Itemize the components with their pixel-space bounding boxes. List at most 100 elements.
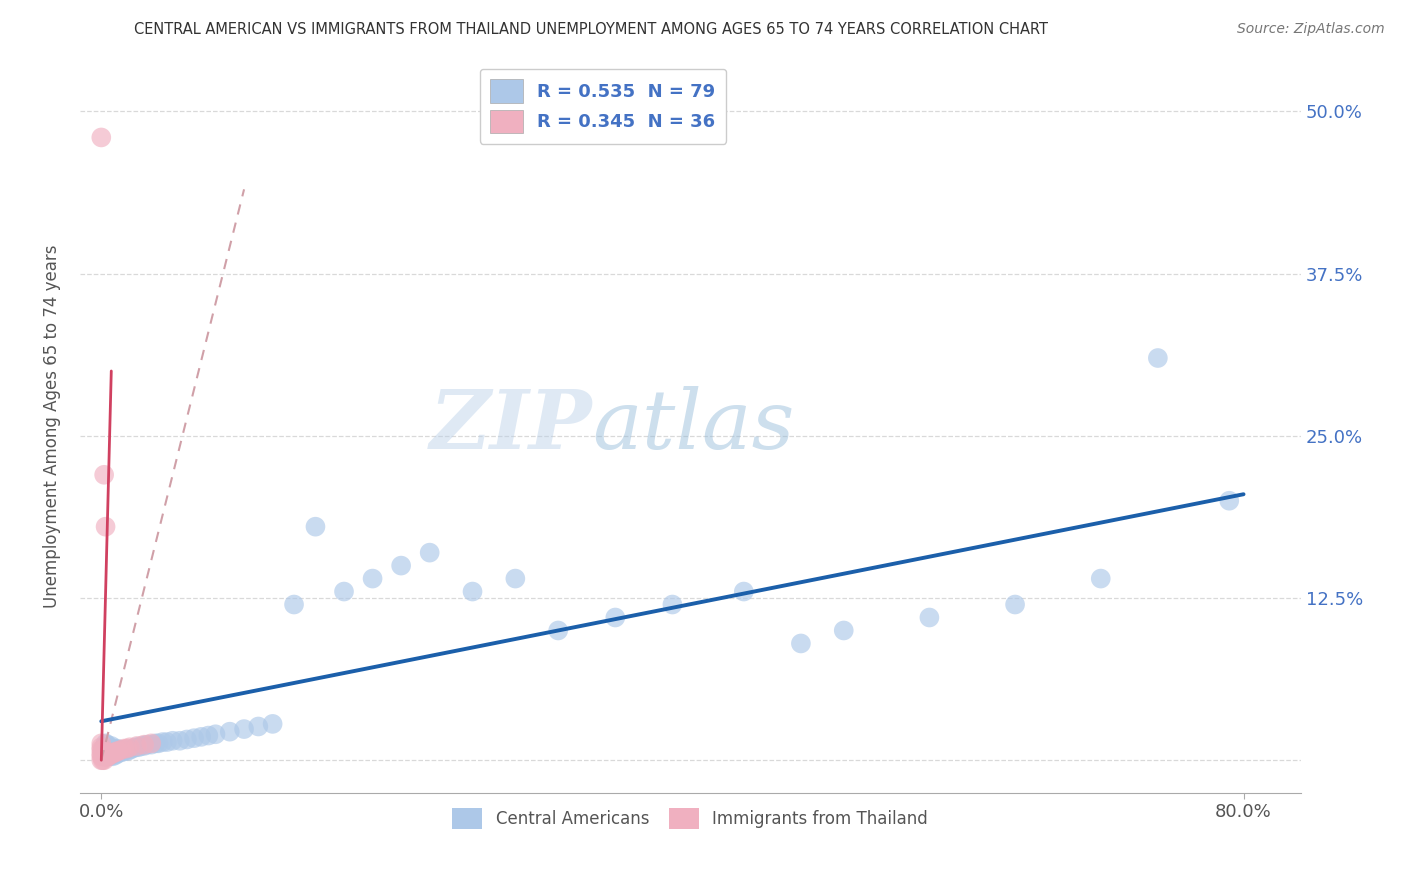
Point	[419, 546, 441, 560]
Point	[93, 753, 115, 767]
Point	[283, 598, 305, 612]
Point	[98, 749, 121, 764]
Point	[96, 738, 118, 752]
Text: ZIP: ZIP	[430, 386, 592, 467]
Point	[97, 747, 120, 761]
Point	[90, 753, 112, 767]
Point	[93, 467, 115, 482]
Point	[101, 744, 124, 758]
Point	[93, 747, 115, 761]
Point	[233, 722, 256, 736]
Point	[112, 744, 135, 758]
Point	[247, 719, 270, 733]
Point	[94, 744, 117, 758]
Point	[91, 753, 114, 767]
Point	[115, 741, 138, 756]
Point	[118, 740, 141, 755]
Text: atlas: atlas	[592, 386, 794, 467]
Point	[91, 743, 114, 757]
Point	[110, 743, 132, 757]
Point	[733, 584, 755, 599]
Point	[94, 749, 117, 764]
Point	[94, 736, 117, 750]
Point	[93, 749, 115, 764]
Point	[169, 733, 191, 747]
Point	[361, 572, 384, 586]
Point	[262, 717, 284, 731]
Point	[1147, 351, 1170, 365]
Point	[90, 743, 112, 757]
Point	[124, 740, 146, 755]
Point	[333, 584, 356, 599]
Point	[918, 610, 941, 624]
Point	[176, 732, 198, 747]
Point	[91, 743, 114, 757]
Point	[218, 724, 240, 739]
Point	[103, 747, 125, 761]
Point	[96, 747, 118, 761]
Point	[148, 736, 170, 750]
Point	[97, 749, 120, 764]
Point	[115, 744, 138, 758]
Point	[547, 624, 569, 638]
Point	[183, 731, 205, 746]
Point	[90, 740, 112, 755]
Point	[104, 743, 127, 757]
Point	[103, 746, 125, 760]
Point	[96, 749, 118, 764]
Point	[94, 740, 117, 755]
Text: CENTRAL AMERICAN VS IMMIGRANTS FROM THAILAND UNEMPLOYMENT AMONG AGES 65 TO 74 YE: CENTRAL AMERICAN VS IMMIGRANTS FROM THAI…	[134, 22, 1047, 37]
Point	[90, 736, 112, 750]
Point	[97, 740, 120, 755]
Point	[134, 739, 156, 753]
Point	[96, 741, 118, 756]
Point	[134, 738, 156, 752]
Point	[145, 736, 167, 750]
Point	[101, 747, 124, 761]
Point	[1090, 572, 1112, 586]
Legend: Central Americans, Immigrants from Thailand: Central Americans, Immigrants from Thail…	[446, 801, 935, 836]
Point	[141, 738, 163, 752]
Point	[111, 743, 134, 757]
Point	[90, 130, 112, 145]
Point	[136, 738, 159, 752]
Point	[118, 743, 141, 757]
Point	[832, 624, 855, 638]
Point	[104, 747, 127, 762]
Point	[114, 743, 136, 757]
Point	[127, 740, 149, 755]
Point	[97, 744, 120, 758]
Point	[90, 749, 112, 764]
Point	[661, 598, 683, 612]
Point	[107, 746, 129, 760]
Point	[605, 610, 627, 624]
Point	[162, 733, 184, 747]
Point	[104, 746, 127, 760]
Point	[108, 744, 131, 758]
Point	[97, 747, 120, 762]
Point	[93, 746, 115, 760]
Point	[93, 740, 115, 755]
Point	[91, 749, 114, 764]
Point	[105, 744, 128, 758]
Point	[105, 747, 128, 761]
Y-axis label: Unemployment Among Ages 65 to 74 years: Unemployment Among Ages 65 to 74 years	[44, 244, 60, 607]
Point	[389, 558, 412, 573]
Point	[190, 730, 212, 744]
Point	[121, 741, 143, 756]
Text: Source: ZipAtlas.com: Source: ZipAtlas.com	[1237, 22, 1385, 37]
Point	[94, 747, 117, 762]
Point	[93, 749, 115, 764]
Point	[1004, 598, 1026, 612]
Point	[505, 572, 527, 586]
Point	[98, 746, 121, 760]
Point	[152, 735, 174, 749]
Point	[790, 636, 813, 650]
Point	[100, 744, 122, 758]
Point	[96, 746, 118, 760]
Point	[103, 741, 125, 756]
Point	[107, 744, 129, 758]
Point	[90, 747, 112, 761]
Point	[94, 519, 117, 533]
Point	[304, 519, 326, 533]
